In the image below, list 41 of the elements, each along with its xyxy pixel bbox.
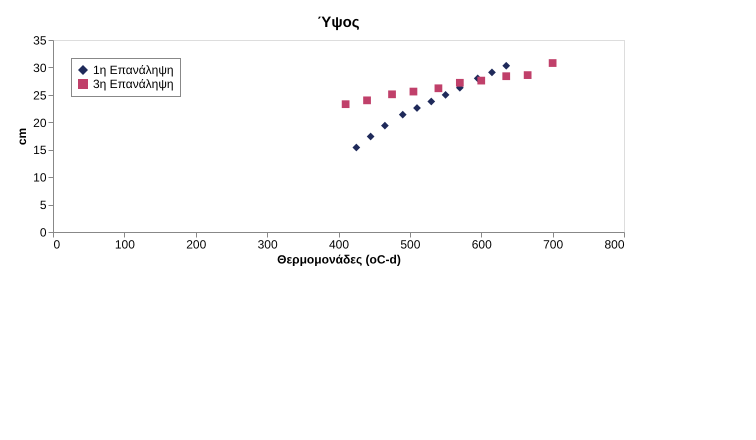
point xyxy=(413,104,421,112)
x-tick-label: 600 xyxy=(472,238,492,252)
point xyxy=(381,122,389,130)
legend-label: 3η Επανάληψη xyxy=(93,77,174,91)
point xyxy=(410,88,418,96)
point xyxy=(352,144,360,152)
y-tick-label: 30 xyxy=(33,60,47,75)
y-tick-label: 25 xyxy=(33,88,47,102)
point xyxy=(427,98,436,106)
point xyxy=(442,90,450,99)
legend-label: 1η Επανάληψη xyxy=(93,63,174,77)
y-tick-label: 20 xyxy=(33,116,47,130)
y-tick-label: 35 xyxy=(33,34,47,48)
y-tick-label: 5 xyxy=(40,198,47,212)
y-axis-title: cm xyxy=(15,128,30,146)
point xyxy=(477,76,486,84)
point xyxy=(548,59,556,67)
x-tick-label: 400 xyxy=(328,238,350,252)
x-tick-label: 700 xyxy=(543,238,564,252)
point xyxy=(524,71,532,79)
point xyxy=(488,68,496,76)
y-tick-label: 10 xyxy=(33,170,47,185)
x-tick-label: 800 xyxy=(604,238,625,252)
x-tick-label: 200 xyxy=(186,238,207,252)
point xyxy=(342,100,350,108)
point xyxy=(363,96,371,104)
point xyxy=(502,72,510,80)
y-tick-label: 0 xyxy=(40,226,47,240)
x-tick-label: 100 xyxy=(114,238,136,252)
point xyxy=(398,110,407,118)
y-tick-label: 15 xyxy=(33,143,47,158)
point xyxy=(434,84,442,92)
x-tick-label: 300 xyxy=(258,238,278,252)
x-tick-label: 0 xyxy=(54,238,60,252)
point xyxy=(456,78,464,87)
chart-title: Ύψος xyxy=(317,14,360,31)
x-tick-label: 500 xyxy=(400,238,421,252)
x-axis-title: Θερμομονάδες (oC-d) xyxy=(277,252,401,266)
point xyxy=(388,90,396,98)
point xyxy=(502,62,510,70)
point xyxy=(366,132,374,140)
